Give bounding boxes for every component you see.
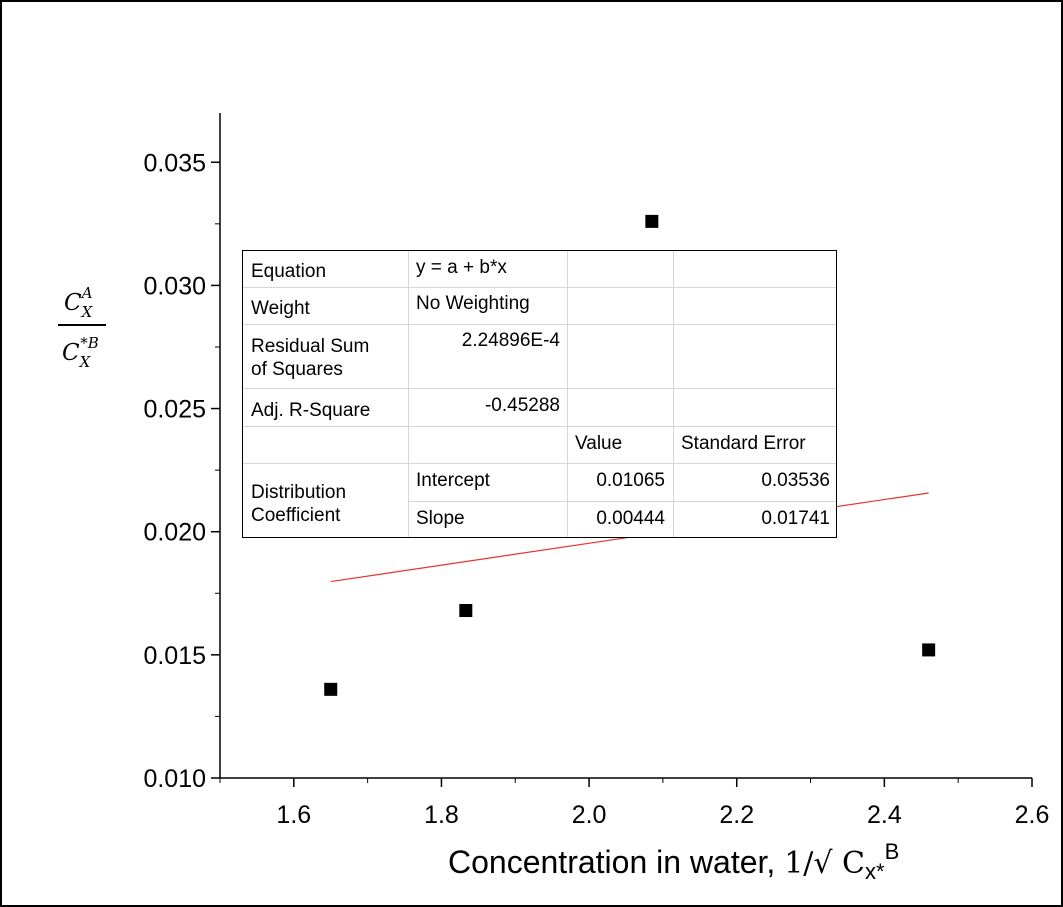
- header-value: Value: [575, 433, 623, 454]
- x-tick-label: 2.2: [719, 801, 754, 829]
- ylabel-denominator: C: [62, 340, 80, 366]
- slope-standard-error: 0.01741: [761, 508, 830, 529]
- x-axis-label: Concentration in water, 1/√ Cx*B: [448, 839, 899, 884]
- equation-label: Equation: [251, 261, 327, 282]
- svg-text:Concentration in water, 1/√ Cx: Concentration in water, 1/√ Cx*B: [448, 839, 899, 884]
- slope-label: Slope: [416, 508, 465, 529]
- adj-r-square-label: Adj. R-Square: [251, 400, 371, 421]
- fit-statistics-table: Equation y = a + b*x Weight No Weighting…: [242, 250, 837, 538]
- intercept-standard-error: 0.03536: [761, 470, 830, 491]
- parameter-label: Distribution Coefficient: [251, 482, 347, 526]
- intercept-value: 0.01065: [596, 470, 665, 491]
- rss-value: 2.24896E-4: [461, 330, 560, 351]
- rss-label: Residual Sum of Squares: [251, 336, 370, 380]
- svg-text:CXA: CXA: [64, 284, 94, 321]
- xlabel-text: Concentration in water,: [448, 844, 784, 880]
- intercept-label: Intercept: [416, 470, 490, 491]
- equation-value: y = a + b*x: [416, 257, 507, 278]
- adj-r-square-value: -0.45288: [484, 395, 560, 416]
- y-axis-label: CXA CX*B: [58, 284, 106, 371]
- x-tick-label: 1.8: [424, 801, 459, 829]
- data-point: [459, 604, 473, 618]
- x-tick-label: 2.6: [1015, 801, 1050, 829]
- data-point: [324, 682, 338, 696]
- y-tick-label: 0.010: [143, 765, 206, 793]
- slope-value: 0.00444: [596, 508, 665, 529]
- x-tick-label: 2.0: [572, 801, 607, 829]
- y-tick-label: 0.030: [143, 272, 206, 300]
- weight-value: No Weighting: [416, 293, 530, 314]
- header-standard-error: Standard Error: [681, 433, 806, 454]
- axes: 0.010 0.015 0.020 0.025 0.030 0.035 1.6 1.8 2.0 2…: [143, 113, 1049, 829]
- data-point: [922, 643, 936, 657]
- svg-text:CX*B: CX*B: [62, 334, 99, 371]
- y-tick-label: 0.020: [143, 519, 206, 547]
- y-tick-label: 0.015: [143, 642, 206, 670]
- y-tick-label: 0.035: [143, 149, 206, 177]
- weight-label: Weight: [251, 298, 310, 319]
- ylabel-numerator: C: [64, 290, 82, 316]
- data-point: [645, 214, 659, 228]
- data-points: [324, 214, 936, 696]
- y-tick-label: 0.025: [143, 396, 206, 424]
- x-tick-label: 2.4: [867, 801, 902, 829]
- x-tick-label: 1.6: [276, 801, 311, 829]
